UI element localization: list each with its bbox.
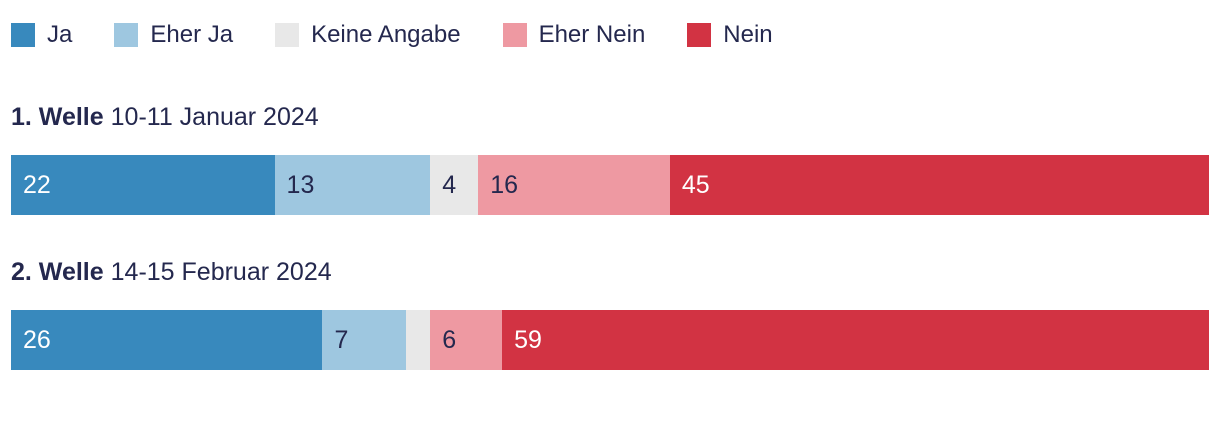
legend-label-ja: Ja xyxy=(47,21,73,48)
wave-2-bar: 26 7 6 59 xyxy=(11,310,1209,370)
wave-1-segment-eher-ja: 13 xyxy=(274,155,431,215)
wave-1-value-ja: 22 xyxy=(23,170,51,199)
wave-1-segment-keine-angabe: 4 xyxy=(430,155,479,215)
wave-2-value-ja: 26 xyxy=(23,325,51,354)
wave-2-title-date: 14-15 Februar 2024 xyxy=(110,258,332,286)
legend-swatch-eher-ja xyxy=(114,23,139,47)
wave-1-value-eher-nein: 16 xyxy=(490,170,518,199)
wave-2-value-eher-ja: 7 xyxy=(334,325,349,354)
legend-label-keine-angabe: Keine Angabe xyxy=(311,21,461,48)
wave-2-title: 2. Welle 14-15 Februar 2024 xyxy=(11,257,1209,287)
wave-2-segment-keine-angabe xyxy=(406,310,431,370)
wave-2-segment-eher-nein: 6 xyxy=(430,310,503,370)
wave-2-title-bold: 2. Welle xyxy=(11,258,104,286)
legend-label-eher-nein: Eher Nein xyxy=(538,21,646,48)
wave-1-segment-eher-nein: 16 xyxy=(478,155,670,215)
legend-label-nein: Nein xyxy=(723,21,773,48)
wave-1-value-nein: 45 xyxy=(681,170,710,199)
legend-swatch-ja xyxy=(11,23,35,47)
wave-2-value-nein: 59 xyxy=(514,325,542,354)
legend-item-ja: Ja xyxy=(11,21,72,49)
legend-swatch-keine-angabe xyxy=(275,23,300,47)
wave-1-segment-ja: 22 xyxy=(11,155,275,215)
wave-2-segment-ja: 26 xyxy=(11,310,323,370)
wave-1-value-keine-angabe: 4 xyxy=(442,170,457,199)
legend: Ja Eher Ja Keine Angabe Eher Nein Nein xyxy=(11,0,1209,49)
wave-1-value-eher-ja: 13 xyxy=(286,170,315,199)
wave-1-title-bold: 1. Welle xyxy=(11,103,104,131)
legend-item-keine-angabe: Keine Angabe xyxy=(275,21,461,49)
legend-label-eher-ja: Eher Ja xyxy=(150,21,234,48)
legend-swatch-eher-nein xyxy=(502,23,527,47)
wave-2-value-eher-nein: 6 xyxy=(442,325,457,354)
wave-1-segment-nein: 45 xyxy=(669,155,1209,215)
legend-item-eher-nein: Eher Nein xyxy=(502,21,646,49)
chart-container: Ja Eher Ja Keine Angabe Eher Nein Nein 1… xyxy=(11,0,1209,370)
wave-1-bar: 22 13 4 16 45 xyxy=(11,155,1209,215)
wave-2-segment-nein: 59 xyxy=(502,310,1209,370)
wave-2-segment-eher-ja: 7 xyxy=(322,310,407,370)
wave-1-title: 1. Welle 10-11 Januar 2024 xyxy=(11,102,1209,132)
legend-swatch-nein xyxy=(687,23,712,47)
wave-1-title-date: 10-11 Januar 2024 xyxy=(110,103,319,131)
legend-item-eher-ja: Eher Ja xyxy=(114,21,233,49)
legend-item-nein: Nein xyxy=(687,21,773,49)
